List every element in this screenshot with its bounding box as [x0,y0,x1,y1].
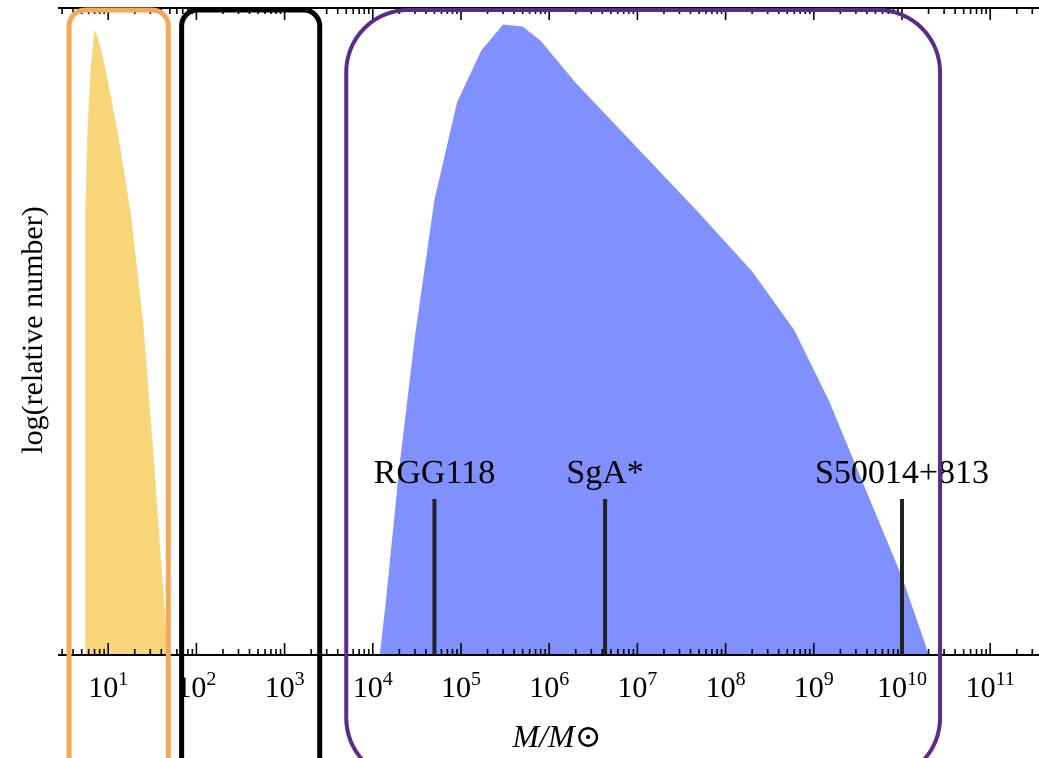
region-box-supermassive [344,8,943,758]
series-area-1 [85,29,169,656]
x-tick-label: 103 [265,668,305,704]
region-box-intermediate [179,7,323,758]
x-tick-label: 101 [88,668,128,704]
y-axis-label: log(relative number) [16,206,49,453]
x-tick-label: 104 [353,668,393,704]
marker-label: S50014+813 [815,454,989,491]
x-tick-label: 107 [617,668,657,704]
x-tick-label: 1011 [966,668,1015,704]
markers-layer: RGG118 SgA* S50014+813 [374,454,989,655]
x-tick-label: 109 [794,668,834,704]
marker-label: SgA* [566,454,643,491]
region-box-stellar [66,7,171,758]
regions-layer [66,7,943,758]
x-tick-label: 108 [706,668,746,704]
x-tick-label: 105 [441,668,481,704]
series-layer [85,24,929,656]
x-tick-label: 1010 [877,668,927,704]
x-axis-label: M/M⊙ [511,718,601,754]
marker-label: RGG118 [374,454,496,491]
x-tick-label: 106 [529,668,569,704]
series-area-2 [379,24,929,655]
